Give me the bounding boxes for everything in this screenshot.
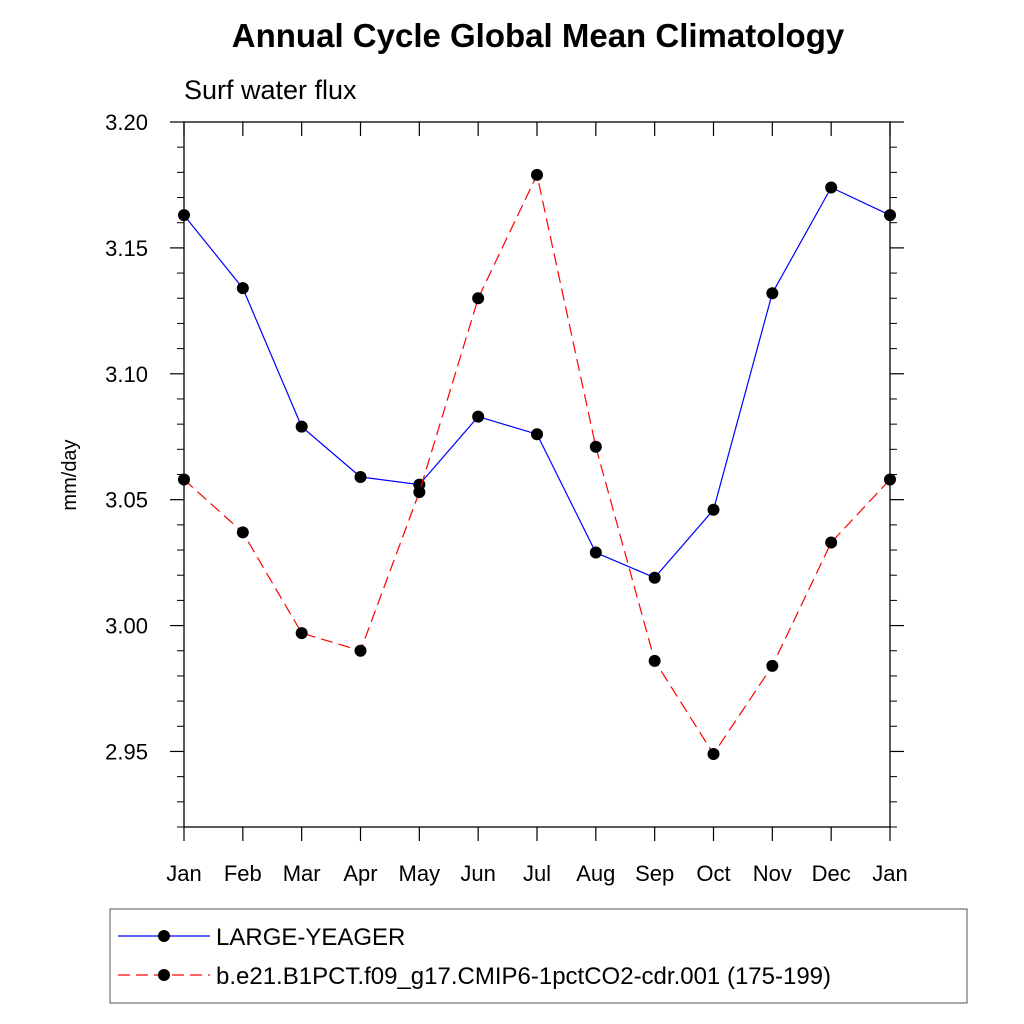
x-tick-label: Jun — [460, 861, 495, 886]
x-tick-label: Jan — [166, 861, 201, 886]
data-point — [472, 410, 485, 423]
data-point — [354, 471, 367, 484]
x-tick-label: Apr — [343, 861, 377, 886]
chart-title: Annual Cycle Global Mean Climatology — [232, 17, 845, 54]
x-tick-label: Dec — [812, 861, 851, 886]
legend: LARGE-YEAGER b.e21.B1PCT.f09_g17.CMIP6-1p… — [109, 908, 968, 1004]
x-tick-label: Feb — [224, 861, 262, 886]
legend-marker — [158, 969, 170, 981]
axes: Jan Feb Mar Apr May Jun Jul Aug Sep Oct Nov Dec Jan 2… — [105, 110, 908, 886]
data-point — [178, 473, 190, 486]
y-tick-label: 3.15 — [105, 236, 148, 261]
data-point — [766, 659, 779, 672]
series-line — [183, 186, 891, 579]
chart-subtitle: Surf water flux — [184, 75, 357, 105]
plot-frame — [183, 121, 891, 828]
y-tick-label: 3.05 — [105, 488, 148, 513]
data-point — [295, 420, 308, 433]
legend-label: LARGE-YEAGER — [216, 924, 405, 951]
data-point — [766, 287, 779, 300]
data-point — [531, 428, 543, 441]
data-point — [825, 536, 838, 549]
y-tick-label: 3.00 — [105, 614, 148, 639]
data-point — [531, 168, 543, 181]
x-tick-label: Aug — [576, 861, 615, 886]
data-point — [589, 440, 602, 453]
data-point — [413, 486, 426, 499]
data-point — [648, 654, 661, 667]
data-point — [295, 627, 308, 640]
data-point — [884, 473, 896, 486]
data-point — [707, 747, 720, 760]
x-tick-label: Oct — [696, 861, 730, 886]
series-1 — [178, 181, 896, 584]
x-tick-label: Sep — [635, 861, 674, 886]
legend-label: b.e21.B1PCT.f09_g17.CMIP6-1pctCO2-cdr.00… — [216, 963, 831, 990]
data-point — [236, 526, 249, 539]
y-axis-label: mm/day — [59, 439, 81, 510]
data-point — [472, 292, 485, 305]
series-layer — [178, 168, 896, 760]
data-point — [648, 571, 661, 584]
data-point — [825, 181, 838, 194]
data-point — [354, 644, 367, 657]
y-tick-label: 3.20 — [105, 110, 148, 135]
y-tick-label: 3.10 — [105, 362, 148, 387]
data-point — [178, 209, 190, 222]
legend-marker — [158, 930, 170, 942]
x-tick-label: Jul — [523, 861, 551, 886]
y-tick-label: 2.95 — [105, 739, 148, 764]
x-tick-label: Nov — [753, 861, 792, 886]
series-line — [183, 173, 891, 756]
data-point — [236, 282, 249, 295]
x-tick-label: Jan — [872, 861, 907, 886]
data-point — [589, 546, 602, 559]
data-point — [884, 209, 896, 222]
x-tick-label: Mar — [283, 861, 321, 886]
series-2 — [178, 168, 896, 760]
data-point — [707, 503, 720, 516]
x-tick-label: May — [399, 861, 441, 886]
legend-box — [109, 908, 968, 1004]
